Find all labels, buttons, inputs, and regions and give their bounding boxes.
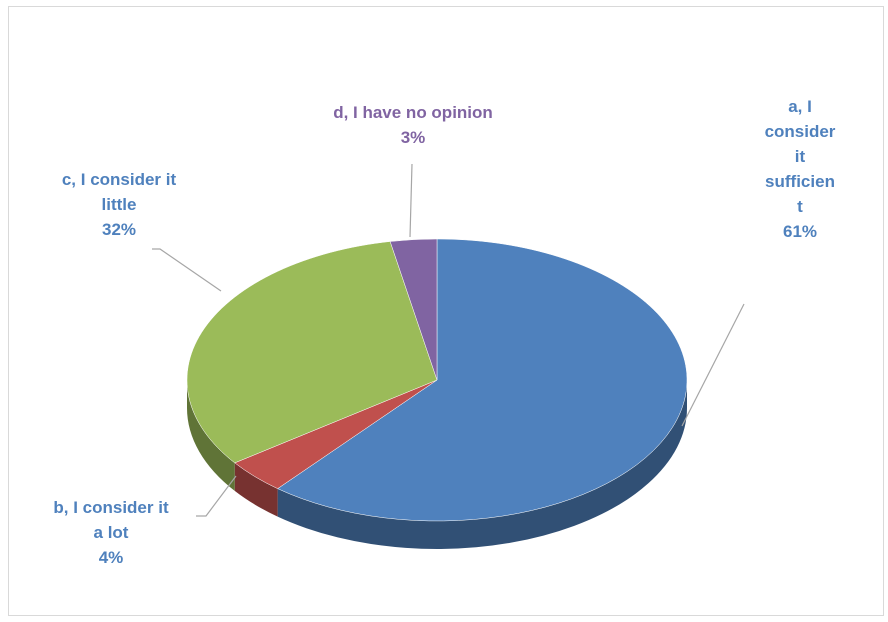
leader-line-1 <box>196 475 237 517</box>
pie-slice-3 <box>389 238 438 381</box>
slice-label-b: b, I consider it a lot 4% <box>53 498 169 567</box>
pie-side-2 <box>187 380 235 491</box>
leader-line-0 <box>681 303 745 427</box>
slice-label-c: c, I consider it little 32% <box>61 170 177 239</box>
leader-line-3 <box>409 163 413 238</box>
slice-label-a: a, I consider it sufficien t 61% <box>764 97 836 241</box>
pie-side-0 <box>277 380 687 549</box>
pie-side-1 <box>234 462 278 517</box>
pie-slice-0 <box>277 238 688 522</box>
pie-slice-2 <box>186 241 438 464</box>
slice-label-d: d, I have no opinion 3% <box>333 103 493 147</box>
leader-line-2 <box>152 248 222 292</box>
